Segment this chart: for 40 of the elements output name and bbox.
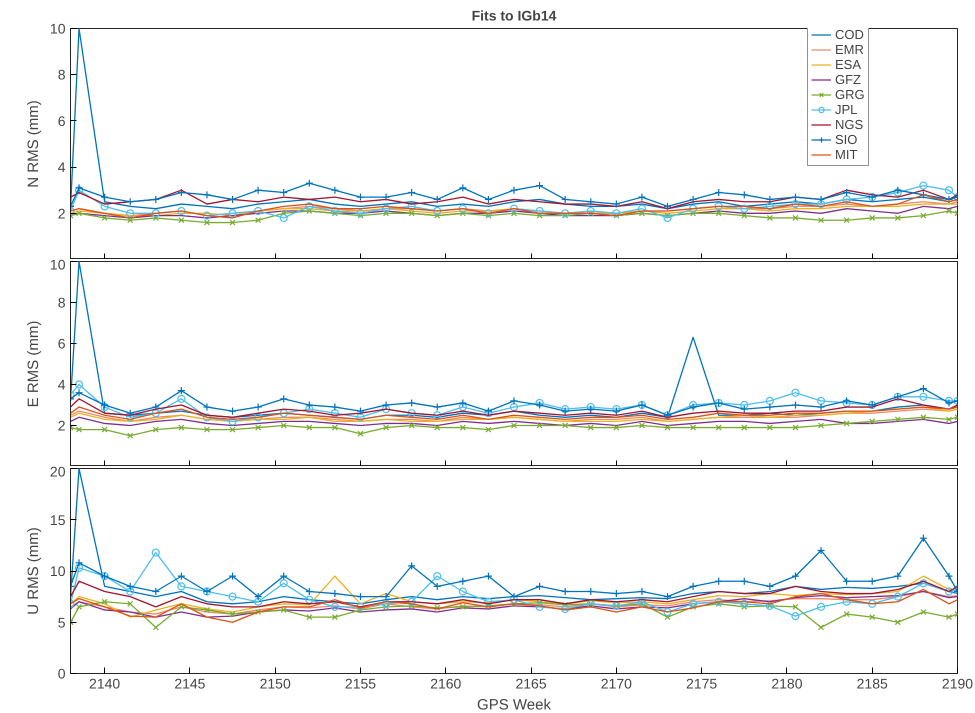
y-axis-title: N RMS (mm)	[24, 100, 42, 188]
legend-label: GRG	[835, 87, 865, 102]
y-tick-label: 2	[58, 205, 66, 222]
y-tick-label: 2	[58, 418, 66, 434]
x-tick-label: 2190	[942, 676, 974, 692]
y-tick-label: 10	[50, 563, 66, 579]
x-tick-label: 2160	[430, 676, 462, 692]
legend-label: GFZ	[835, 72, 861, 87]
legend-label: NGS	[835, 117, 864, 132]
x-tick-label: 2165	[515, 676, 547, 692]
x-tick-label: 2155	[344, 676, 376, 692]
legend-label: MIT	[835, 147, 858, 162]
y-tick-label: 4	[58, 376, 66, 392]
y-tick-label: 10	[50, 20, 66, 36]
legend-label: EMR	[835, 42, 864, 57]
x-tick-label: 2140	[89, 676, 120, 692]
y-tick-label: 0	[58, 666, 66, 682]
y-axis-title: E RMS (mm)	[24, 320, 42, 408]
chart-title: Fits to IGb14	[472, 8, 557, 24]
x-tick-label: 2170	[600, 676, 632, 692]
y-tick-label: 6	[58, 112, 66, 129]
x-tick-label: 2150	[260, 676, 291, 692]
x-tick-label: 2185	[856, 676, 888, 692]
y-tick-label: 20	[50, 464, 66, 480]
x-tick-label: 2145	[174, 676, 206, 692]
y-tick-label: 15	[50, 512, 66, 528]
y-tick-label: 8	[58, 294, 66, 310]
x-tick-label: 2175	[686, 676, 718, 692]
y-tick-label: 4	[58, 159, 66, 176]
y-tick-label: 8	[58, 66, 66, 83]
y-tick-label: 5	[58, 614, 66, 630]
y-axis-title: U RMS (mm)	[24, 527, 42, 615]
legend-label: COD	[835, 27, 864, 42]
y-tick-label: 10	[50, 256, 66, 272]
legend-label: ESA	[835, 57, 862, 72]
legend-label: JPL	[835, 102, 858, 117]
legend-label: SIO	[835, 132, 858, 147]
x-tick-label: 2180	[771, 676, 803, 692]
y-tick-label: 6	[58, 336, 66, 352]
x-axis-title: GPS Week	[477, 696, 552, 713]
